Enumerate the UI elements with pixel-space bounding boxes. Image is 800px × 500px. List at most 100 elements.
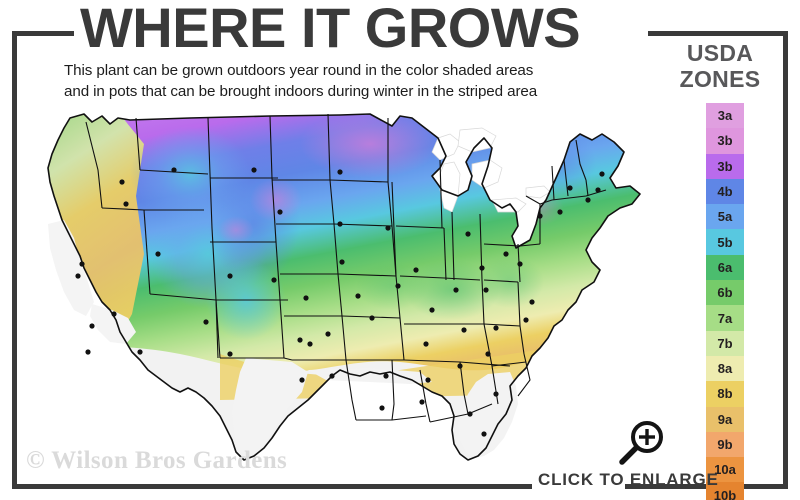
- city-dot: [155, 251, 161, 257]
- city-dot: [529, 299, 535, 305]
- city-dot: [203, 319, 209, 325]
- frame-right-edge: [783, 31, 788, 489]
- city-dot: [523, 317, 529, 323]
- city-dot: [111, 311, 117, 317]
- city-dot: [277, 209, 283, 215]
- city-dot: [379, 405, 385, 411]
- city-dot: [493, 391, 499, 397]
- city-dot: [457, 363, 463, 369]
- city-dot: [227, 273, 233, 279]
- unshaded-socal: [90, 304, 136, 344]
- legend-swatch-5b: 5b: [706, 229, 744, 255]
- city-dot: [599, 171, 605, 177]
- city-dot: [585, 197, 591, 203]
- city-markers: [75, 167, 605, 437]
- city-dot: [429, 307, 435, 313]
- usda-zones-heading-line-1: USDA: [686, 40, 754, 66]
- watermark-copyright: © Wilson Bros Gardens: [26, 447, 288, 474]
- frame-bottom-left-stub: [12, 484, 532, 489]
- city-dot: [251, 167, 257, 173]
- usda-hardiness-zone-map[interactable]: [40, 104, 660, 484]
- usda-zones-heading-line-2: ZONES: [679, 66, 761, 92]
- city-dot: [423, 341, 429, 347]
- click-to-enlarge-label[interactable]: CLICK TO ENLARGE: [538, 470, 719, 489]
- legend-swatch-label: 6b: [717, 285, 733, 301]
- legend-swatch-9b: 9b: [706, 431, 744, 458]
- frame-top-right-stub: [648, 31, 788, 36]
- city-dot: [137, 349, 143, 355]
- legend-swatch-4b: 4b: [706, 178, 744, 205]
- legend-swatch-10b: 10b: [706, 482, 744, 500]
- lake-ontario: [525, 185, 551, 199]
- city-dot: [465, 231, 471, 237]
- legend-swatch-label: 9a: [717, 411, 733, 427]
- city-dot: [461, 327, 467, 333]
- legend-swatch-label: 3b: [717, 133, 733, 149]
- legend-swatch-3a: 3a: [706, 103, 744, 129]
- city-dot: [453, 287, 459, 293]
- usda-zone-legend: 3a 3b 3b 4b 5a 5b 6a 6b 7a 7b 8a 8b 9a 9b 10a 10b: [706, 103, 744, 500]
- city-dot: [89, 323, 95, 329]
- legend-swatch-label: 8a: [717, 361, 733, 377]
- subtitle-line-2: and in pots that can be brought indoors …: [64, 83, 538, 100]
- cold-patch-wy: [250, 178, 302, 222]
- map-unshaded-regions: [48, 220, 518, 458]
- unshaded-gulf-strip: [308, 368, 432, 384]
- city-dot: [483, 287, 489, 293]
- legend-swatch-10a: 10a: [706, 457, 744, 483]
- city-dot: [595, 187, 601, 193]
- subtitle-text: This plant can be grown outdoors year ro…: [64, 60, 632, 102]
- usa-outline: [47, 113, 641, 461]
- cold-patch-plains: [300, 114, 440, 178]
- legend-swatch-label: 7a: [717, 310, 733, 326]
- city-dot: [413, 267, 419, 273]
- unshaded-florida: [458, 372, 518, 458]
- legend-swatch-8b: 8b: [706, 381, 744, 407]
- cold-patch-maine: [524, 132, 596, 196]
- city-dot: [557, 209, 563, 215]
- city-dot: [119, 179, 125, 185]
- map-graphic[interactable]: [40, 104, 660, 484]
- city-dot: [385, 225, 391, 231]
- city-dot: [493, 325, 499, 331]
- green-patch-oh: [404, 260, 500, 320]
- great-lakes: [431, 127, 551, 213]
- city-dot: [383, 373, 389, 379]
- magnifier-glyph: [619, 421, 663, 465]
- city-dot: [337, 221, 343, 227]
- city-dot: [425, 377, 431, 383]
- city-dot: [503, 251, 509, 257]
- city-dot: [299, 377, 305, 383]
- city-dot: [517, 261, 523, 267]
- lake-superior-east: [457, 127, 497, 153]
- legend-swatch-7a: 7a: [706, 305, 744, 331]
- frame-top-left-stub: [12, 31, 74, 36]
- city-dot: [123, 201, 129, 207]
- cold-patch-ut: [218, 216, 254, 244]
- legend-swatch-8a: 8a: [706, 355, 744, 382]
- legend-swatch-6b: 6b: [706, 280, 744, 306]
- magnifier-plus-icon[interactable]: [618, 418, 668, 466]
- city-dot: [325, 331, 331, 337]
- city-dot: [307, 341, 313, 347]
- city-dot: [355, 293, 361, 299]
- page-title: WHERE IT GROWS: [79, 0, 581, 59]
- city-dot: [481, 431, 487, 437]
- city-dot: [85, 349, 91, 355]
- city-dot: [297, 337, 303, 343]
- legend-swatch-label: 5b: [717, 234, 733, 250]
- legend-swatch-label: 3a: [717, 108, 733, 124]
- city-dot: [79, 261, 85, 267]
- legend-swatch-label: 4b: [717, 184, 733, 200]
- city-dot: [337, 169, 343, 175]
- legend-swatch-label: 7b: [717, 335, 733, 351]
- city-dot: [419, 399, 425, 405]
- legend-swatch-label: 10a: [714, 462, 736, 478]
- legend-swatch-label: 10b: [713, 487, 737, 500]
- legend-swatch-label: 5a: [717, 209, 733, 225]
- unshaded-south-texas: [232, 358, 308, 458]
- legend-swatch-label: 6a: [717, 259, 733, 275]
- legend-swatch-3b: 3b: [706, 153, 744, 179]
- city-dot: [171, 167, 177, 173]
